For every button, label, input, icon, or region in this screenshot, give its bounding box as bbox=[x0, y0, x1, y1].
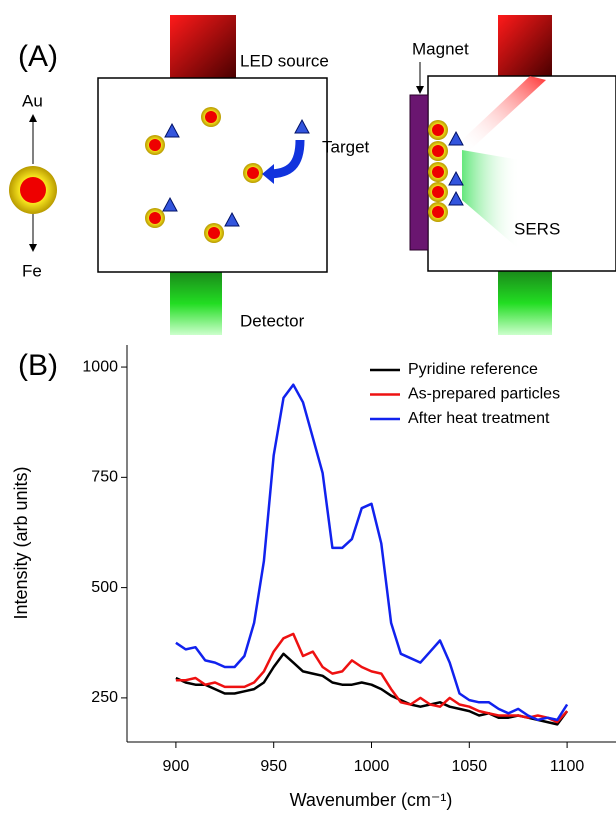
y-tick-label: 1000 bbox=[82, 358, 118, 375]
label: SERS bbox=[514, 219, 560, 238]
line-series bbox=[176, 634, 567, 722]
y-tick-label: 250 bbox=[91, 689, 118, 706]
label: Detector bbox=[240, 311, 305, 330]
x-tick-label: 950 bbox=[260, 758, 287, 775]
x-axis-label: Wavenumber (cm⁻¹) bbox=[290, 790, 453, 810]
panel-label: (B) bbox=[18, 349, 58, 382]
detector-block bbox=[170, 272, 222, 335]
y-tick-label: 750 bbox=[91, 469, 118, 486]
chart: Wavenumber (cm⁻¹) Intensity (arb units) … bbox=[11, 345, 616, 810]
figure: (A) LED source Detector Target Au Fe Mag… bbox=[0, 0, 616, 813]
diagram: (A) LED source Detector Target Au Fe Mag… bbox=[9, 15, 616, 382]
led-block bbox=[498, 15, 552, 76]
label: LED source bbox=[240, 51, 329, 70]
page: {"diagram": {"panel_a": "(A)", "panel_b"… bbox=[0, 0, 616, 813]
label: Au bbox=[22, 91, 43, 110]
magnet bbox=[410, 95, 428, 250]
x-tick-label: 1100 bbox=[550, 758, 585, 775]
label: Magnet bbox=[412, 39, 469, 58]
led-block bbox=[170, 15, 236, 78]
label: Target bbox=[322, 137, 370, 156]
y-axis-label: Intensity (arb units) bbox=[11, 466, 31, 619]
panel-label: (A) bbox=[18, 40, 58, 73]
particle-core bbox=[20, 177, 46, 203]
legend-label: Pyridine reference bbox=[408, 361, 538, 378]
x-tick-label: 1050 bbox=[452, 758, 488, 775]
legend-label: As-prepared particles bbox=[408, 386, 560, 403]
legend-label: After heat treatment bbox=[408, 410, 550, 427]
cell bbox=[98, 78, 327, 272]
detector-block bbox=[498, 271, 552, 335]
x-tick-label: 900 bbox=[163, 758, 190, 775]
x-tick-label: 1000 bbox=[354, 758, 390, 775]
label: Fe bbox=[22, 261, 42, 280]
line-series bbox=[176, 385, 567, 720]
y-tick-label: 500 bbox=[91, 579, 118, 596]
